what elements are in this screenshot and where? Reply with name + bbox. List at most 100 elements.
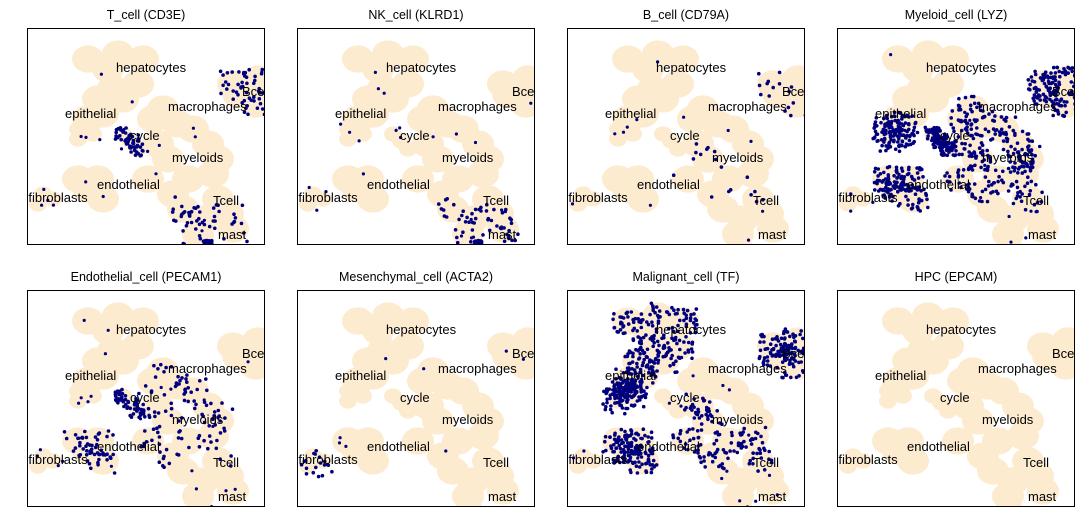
expressing-cell-point (629, 310, 634, 314)
expressing-cell-point (692, 416, 697, 420)
expressing-cell-point (879, 138, 884, 142)
expressing-cell-point (651, 381, 655, 385)
expressing-cell-point (194, 227, 198, 231)
expressing-cell-point (135, 399, 139, 403)
expressing-cell-point (621, 391, 626, 395)
expressing-cell-point (122, 128, 126, 132)
expressing-cell-point (1046, 87, 1050, 91)
expressing-cell-point (888, 180, 892, 184)
cluster-label-fibroblasts: fibroblasts (298, 452, 358, 467)
cluster-label-epithelial: epithelial (875, 368, 926, 383)
expressing-cell-point (683, 442, 688, 446)
expressing-cell-point (771, 353, 775, 358)
expressing-cell-point (667, 312, 672, 317)
expressing-cell-point (85, 459, 90, 463)
expressing-cell-point (638, 341, 642, 345)
expressing-cell-point (78, 443, 82, 448)
cluster-label-myeloids: myeloids (712, 412, 764, 427)
expressing-cell-point (677, 338, 682, 343)
umap-panel: B_cell (CD79A)hepatocytesBcellepithelial… (567, 0, 805, 262)
expressing-cell-point (618, 398, 622, 402)
expressing-cell-point (699, 422, 704, 426)
plot-area: hepatocytesBcellepithelialmacrophagescyc… (837, 290, 1075, 507)
cell-cluster-myeloids (412, 392, 444, 420)
expressing-cell-point (608, 435, 612, 439)
expressing-cell-point (502, 226, 506, 230)
expressing-cell-point (247, 96, 252, 100)
expressing-cell-point (1027, 139, 1032, 143)
expressing-cell-point (504, 349, 508, 353)
expressing-cell-point (212, 410, 217, 414)
expressing-cell-point (636, 374, 640, 379)
expressing-cell-point (624, 437, 629, 442)
expressing-cell-point (970, 192, 974, 196)
expressing-cell-point (164, 447, 169, 452)
cluster-label-cycle: cycle (670, 390, 700, 405)
expressing-cell-point (626, 315, 630, 319)
expressing-cell-point (761, 198, 765, 202)
cell-cluster-macrophages (407, 367, 439, 395)
expressing-cell-point (1008, 160, 1012, 164)
expressing-cell-point (736, 441, 741, 445)
expressing-cell-point (646, 435, 650, 439)
expressing-cell-point (727, 388, 731, 392)
expressing-cell-point (762, 356, 767, 360)
expressing-cell-point (963, 95, 968, 100)
expressing-cell-point (1034, 182, 1038, 187)
expressing-cell-point (722, 466, 726, 471)
expressing-cell-point (638, 336, 643, 341)
expressing-cell-point (140, 142, 145, 146)
expressing-cell-point (953, 139, 957, 144)
expressing-cell-point (616, 385, 621, 389)
expressing-cell-point (755, 451, 759, 456)
expressing-cell-point (762, 340, 766, 344)
expressing-cell-point (213, 226, 217, 231)
expressing-cell-point (78, 440, 82, 445)
expressing-cell-point (229, 464, 233, 468)
expressing-cell-point (776, 339, 781, 343)
expressing-cell-point (1050, 91, 1054, 95)
expressing-cell-point (849, 209, 853, 213)
expressing-cell-point (774, 352, 778, 357)
expressing-cell-point (189, 209, 194, 214)
expressing-cell-point (624, 384, 628, 388)
expressing-cell-point (639, 455, 644, 459)
expressing-cell-point (202, 398, 206, 402)
expressing-cell-point (684, 335, 688, 339)
expressing-cell-point (361, 172, 365, 176)
expressing-cell-point (904, 136, 908, 140)
expressing-cell-point (635, 361, 639, 366)
expressing-cell-point (951, 126, 956, 130)
expressing-cell-point (762, 446, 766, 451)
expressing-cell-point (212, 214, 217, 219)
expressing-cell-point (189, 390, 193, 394)
expressing-cell-point (198, 236, 203, 241)
expressing-cell-point (700, 414, 704, 418)
expressing-cell-point (455, 235, 459, 240)
expressing-cell-point (184, 377, 188, 381)
cell-cluster-macrophages (677, 367, 709, 395)
expressing-cell-point (240, 80, 244, 85)
expressing-cell-point (675, 341, 679, 346)
expressing-cell-point (997, 174, 1001, 179)
expressing-cell-point (246, 360, 250, 364)
expressing-cell-point (754, 199, 759, 204)
expressing-cell-point (749, 139, 753, 143)
expressing-cell-point (188, 212, 192, 216)
cluster-label-myeloids: myeloids (982, 412, 1034, 427)
cell-cluster-fibroblasts (839, 196, 857, 212)
expressing-cell-point (775, 365, 779, 370)
cell-cluster-endothelial (352, 165, 384, 193)
expressing-cell-point (974, 156, 978, 160)
expressing-cell-point (635, 365, 639, 369)
expressing-cell-point (627, 367, 631, 372)
expressing-cell-point (748, 458, 752, 463)
panel-title: T_cell (CD3E) (106, 8, 186, 22)
expressing-cell-point (777, 70, 782, 75)
expressing-cell-point (738, 499, 742, 503)
expressing-cell-point (635, 471, 640, 475)
expressing-cell-point (957, 181, 961, 185)
expressing-cell-point (244, 106, 248, 110)
expressing-cell-point (627, 361, 631, 366)
expressing-cell-point (247, 67, 251, 72)
